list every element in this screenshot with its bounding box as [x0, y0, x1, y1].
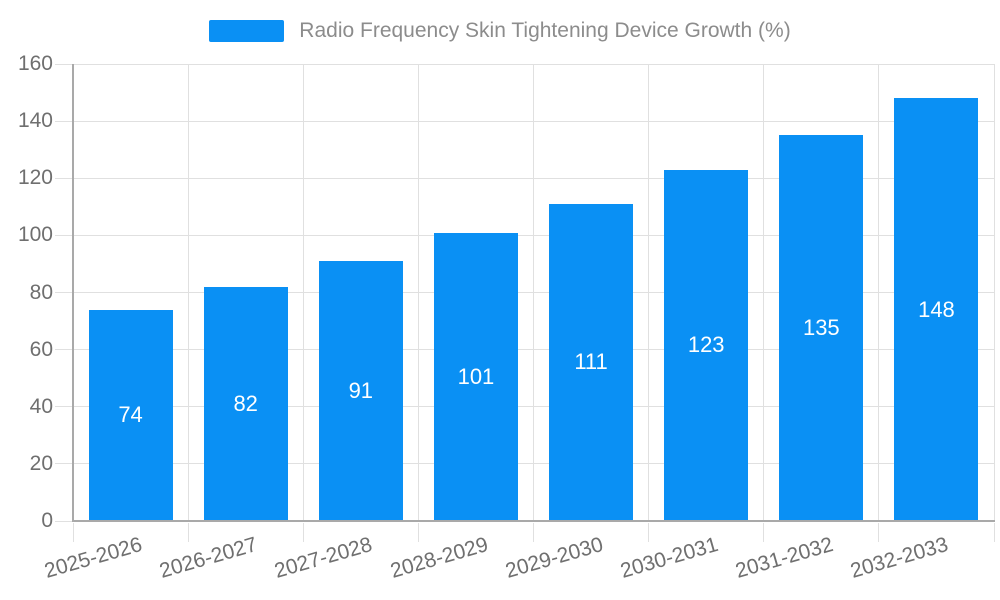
bar-value-label: 91: [348, 378, 374, 404]
x-axis-label-2032-2033: 2032-2033: [847, 533, 951, 583]
y-axis-label-120: 120: [17, 166, 53, 190]
x-axis-label-2027-2028: 2027-2028: [272, 533, 376, 583]
x-tick-7: [878, 523, 880, 542]
x-axis-line: [72, 520, 995, 522]
y-tick-100: [55, 234, 73, 236]
x-tick-4: [533, 523, 534, 542]
y-axis-label-60: 60: [29, 337, 53, 361]
gridline-x-6: [763, 64, 765, 521]
bar-2029-2030[interactable]: 111: [549, 203, 634, 521]
x-tick-1: [187, 523, 189, 542]
gridline-x-7: [878, 64, 880, 521]
y-axis-label-100: 100: [17, 223, 53, 247]
x-axis-label-2029-2030: 2029-2030: [502, 533, 606, 583]
y-tick-80: [55, 292, 73, 293]
y-axis-label-80: 80: [29, 280, 53, 304]
y-tick-140: [55, 120, 73, 122]
y-tick-20: [55, 463, 73, 465]
x-axis-label-2025-2026: 2025-2026: [42, 533, 145, 583]
legend-swatch[interactable]: [209, 20, 285, 42]
y-tick-40: [55, 406, 73, 408]
x-tick-2: [302, 523, 304, 542]
bar-2025-2026[interactable]: 74: [88, 309, 173, 521]
y-axis-label-160: 160: [17, 52, 53, 75]
bar-value-label: 148: [918, 296, 955, 322]
y-tick-120: [55, 177, 73, 179]
bar-2028-2029[interactable]: 101: [433, 232, 518, 521]
bar-value-label: 111: [574, 349, 608, 375]
bar-value-label: 123: [687, 332, 725, 358]
bar-value-label: 82: [233, 390, 258, 416]
bar-value-label: 74: [118, 402, 143, 428]
y-axis-label-20: 20: [29, 451, 53, 475]
y-axis-label-0: 0: [41, 509, 53, 532]
x-axis-label-2030-2031: 2030-2031: [617, 533, 721, 583]
legend-label[interactable]: Radio Frequency Skin Tightening Device G…: [299, 19, 791, 42]
bar-2027-2028[interactable]: 91: [318, 261, 403, 521]
gridline-x-3: [417, 64, 419, 521]
plot-area: 74 82 91 101 111 123 135 148: [55, 63, 995, 542]
x-axis-label-2028-2029: 2028-2029: [387, 533, 491, 583]
x-tick-5: [648, 523, 650, 542]
y-axis-label-40: 40: [29, 394, 53, 418]
y-axis-label-140: 140: [17, 109, 53, 133]
bar-value-label: 135: [802, 315, 840, 341]
bar-2031-2032[interactable]: 135: [779, 135, 864, 521]
bar-2026-2027[interactable]: 82: [203, 286, 288, 521]
bar-2032-2033[interactable]: 148: [894, 98, 979, 521]
bar-2030-2031[interactable]: 123: [664, 169, 749, 521]
x-tick-3: [417, 523, 419, 542]
gridline-x-8: [993, 64, 995, 521]
x-tick-6: [763, 523, 765, 542]
x-axis-label-2026-2027: 2026-2027: [157, 533, 261, 583]
gridline-x-2: [302, 64, 304, 521]
gridline-x-1: [187, 64, 189, 521]
y-tick-0: [55, 520, 73, 522]
x-tick-8: [993, 523, 995, 542]
legend[interactable]: Radio Frequency Skin Tightening Device G…: [0, 19, 1000, 43]
gridline-x-4: [533, 64, 534, 521]
y-axis-line: [72, 64, 74, 521]
y-tick-60: [55, 349, 73, 351]
y-tick-160: [55, 63, 73, 65]
x-tick-0: [72, 523, 74, 542]
gridline-x-5: [648, 64, 650, 521]
bar-value-label: 101: [457, 363, 495, 389]
x-axis-label-2031-2032: 2031-2032: [732, 533, 836, 583]
